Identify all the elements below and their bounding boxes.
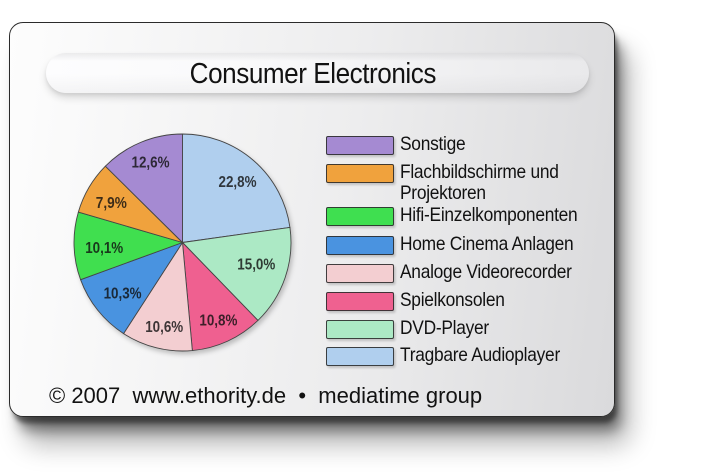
svg-text:10,3%: 10,3% <box>104 286 142 303</box>
svg-text:10,8%: 10,8% <box>199 312 237 329</box>
svg-text:12,6%: 12,6% <box>132 155 170 172</box>
svg-text:15,0%: 15,0% <box>237 257 275 274</box>
svg-text:22,8%: 22,8% <box>219 174 257 191</box>
svg-text:10,1%: 10,1% <box>85 240 123 257</box>
svg-text:7,9%: 7,9% <box>96 195 127 212</box>
svg-text:10,6%: 10,6% <box>145 319 183 336</box>
